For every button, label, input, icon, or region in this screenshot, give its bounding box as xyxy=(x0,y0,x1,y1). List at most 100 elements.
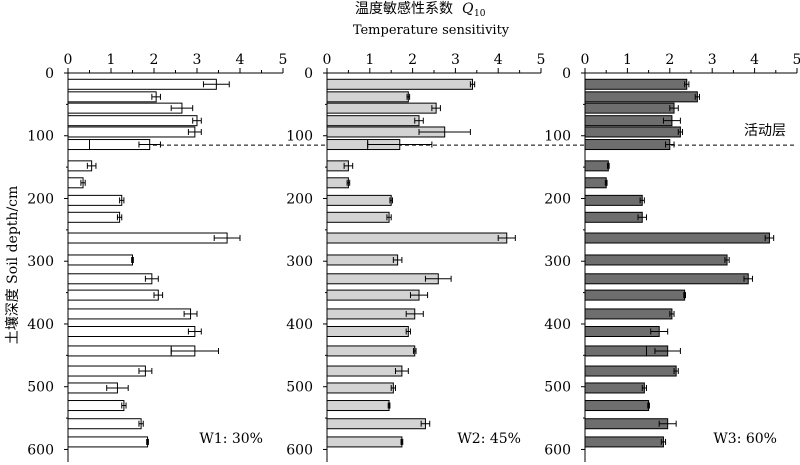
x-tick-label: 1 xyxy=(365,52,374,68)
y-tick-label: 100 xyxy=(286,129,313,145)
x-tick-label: 4 xyxy=(494,52,503,68)
bar xyxy=(326,365,403,377)
bar xyxy=(584,308,673,320)
bar xyxy=(584,382,645,394)
bar xyxy=(67,289,159,301)
bar xyxy=(584,91,698,103)
bar xyxy=(67,400,125,412)
x-tick-label: 3 xyxy=(193,52,202,68)
y-tick-label: 300 xyxy=(544,254,571,270)
bar xyxy=(326,418,426,430)
x-tick-label: 0 xyxy=(581,52,590,68)
bar xyxy=(326,273,439,285)
x-tick-label: 1 xyxy=(623,52,632,68)
bar xyxy=(326,194,392,206)
bar xyxy=(67,211,121,223)
bar xyxy=(67,254,133,266)
bar xyxy=(326,345,416,357)
x-tick-label: 5 xyxy=(279,52,288,68)
x-tick-label: 4 xyxy=(750,52,759,68)
bar xyxy=(67,126,196,138)
bar xyxy=(584,102,675,114)
title-symbol: Q xyxy=(462,1,474,17)
bar xyxy=(584,139,671,151)
y-tick-label: 500 xyxy=(544,380,571,396)
bar xyxy=(67,78,217,90)
y-tick-label: 0 xyxy=(562,66,571,82)
x-tick-label: 5 xyxy=(537,52,546,68)
bar xyxy=(326,232,508,244)
y-axis-label: 土壤深度 Soil depth/cm xyxy=(4,186,21,345)
bar xyxy=(326,102,437,114)
bar xyxy=(584,211,643,223)
bar xyxy=(584,126,681,138)
y-tick-label: 200 xyxy=(286,191,313,207)
bar xyxy=(584,194,643,206)
x-tick-label: 0 xyxy=(64,52,73,68)
panel-label: W1: 30% xyxy=(199,431,263,447)
bar xyxy=(584,78,688,90)
y-tick-label: 100 xyxy=(27,129,54,145)
x-tick-label: 1 xyxy=(107,52,116,68)
title-cn: 温度敏感性系数 xyxy=(355,0,453,17)
bar xyxy=(67,418,142,430)
active-layer-label: 活动层 xyxy=(744,123,786,139)
y-tick-label: 600 xyxy=(544,442,571,458)
bar xyxy=(67,91,157,103)
bar xyxy=(584,400,650,412)
bar xyxy=(326,211,390,223)
y-tick-label: 400 xyxy=(544,317,571,333)
bar xyxy=(584,418,669,430)
y-tick-label: 100 xyxy=(544,129,571,145)
bar xyxy=(326,382,394,394)
panel-label: W2: 45% xyxy=(457,431,521,447)
bar xyxy=(584,177,607,189)
bar xyxy=(67,308,192,320)
bar xyxy=(67,102,183,114)
panel-w1: 0 1 2 3 4 5 0 100 200 300 400 500 600 W1: 30% xyxy=(27,52,287,462)
x-tick-label: 3 xyxy=(708,52,717,68)
bar xyxy=(584,160,609,172)
x-tick-label: 2 xyxy=(665,52,674,68)
bar xyxy=(67,115,198,127)
bar xyxy=(67,365,146,377)
bar xyxy=(584,325,660,337)
y-tick-label: 400 xyxy=(27,317,54,333)
x-tick-label: 5 xyxy=(793,52,800,68)
title-en: Temperature sensitivity xyxy=(353,23,510,38)
y-tick-label: 600 xyxy=(286,442,313,458)
bar xyxy=(584,232,770,244)
x-tick-label: 4 xyxy=(236,52,245,68)
bar xyxy=(67,325,196,337)
panel-w2: 0 1 2 3 4 5 0 100 200 300 400 500 600 W2: 45% xyxy=(286,52,545,462)
bar xyxy=(326,325,409,337)
bar xyxy=(584,115,673,127)
bar xyxy=(326,78,474,90)
x-tick-label: 0 xyxy=(323,52,332,68)
y-tick-label: 300 xyxy=(286,254,313,270)
bar xyxy=(584,254,728,266)
bar xyxy=(326,254,399,266)
title-subscript: 10 xyxy=(474,9,486,19)
bar xyxy=(584,436,664,448)
y-tick-label: 400 xyxy=(286,317,313,333)
bar xyxy=(67,194,123,206)
bar xyxy=(67,232,228,244)
bar xyxy=(326,400,390,412)
panel-w3: 0 1 2 3 4 5 0 100 200 300 400 500 600 W3: 60% xyxy=(544,52,800,462)
y-tick-label: 500 xyxy=(27,380,54,396)
bar xyxy=(67,436,149,448)
bar xyxy=(584,289,686,301)
y-tick-label: 200 xyxy=(27,191,54,207)
x-tick-label: 2 xyxy=(408,52,417,68)
bar xyxy=(584,273,749,285)
y-tick-label: 500 xyxy=(286,380,313,396)
y-tick-label: 0 xyxy=(304,66,313,82)
bar xyxy=(67,139,151,151)
bar xyxy=(326,177,349,189)
bar xyxy=(326,308,416,320)
panel-label: W3: 60% xyxy=(713,431,777,447)
bar xyxy=(326,91,409,103)
bar xyxy=(326,289,420,301)
